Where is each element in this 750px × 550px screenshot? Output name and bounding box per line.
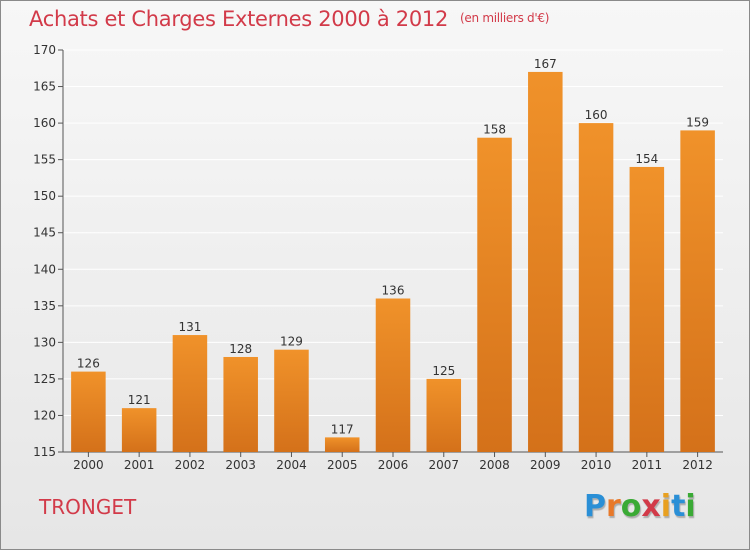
- bar-2003: [223, 356, 258, 452]
- unit-label: (en milliers d'€): [460, 11, 550, 25]
- x-tick-label-2011: 2011: [632, 458, 663, 472]
- bar-2008: [477, 137, 512, 452]
- bar-2000: [71, 371, 106, 452]
- value-label-2006: 136: [382, 284, 405, 298]
- value-label-2005: 117: [331, 422, 354, 436]
- x-tick-label-2002: 2002: [175, 458, 206, 472]
- chart-title: Achats et Charges Externes 2000 à 2012 (e…: [29, 7, 549, 31]
- bar-2011: [629, 166, 665, 453]
- x-tick-label-2009: 2009: [530, 458, 561, 472]
- logo-letter: i: [685, 489, 696, 524]
- x-tick-label-2008: 2008: [479, 458, 510, 472]
- value-label-2009: 167: [534, 57, 557, 71]
- x-tick-label-2010: 2010: [581, 458, 612, 472]
- y-tick-label: 155: [33, 153, 56, 167]
- x-tick-label-2012: 2012: [682, 458, 713, 472]
- bar-2005: [324, 437, 360, 452]
- x-tick-label-2005: 2005: [327, 458, 358, 472]
- y-tick-label: 120: [33, 408, 56, 422]
- value-label-2001: 121: [128, 393, 151, 407]
- y-tick-label: 130: [33, 335, 56, 349]
- x-tick-label-2006: 2006: [378, 458, 409, 472]
- bar-2007: [426, 378, 462, 452]
- y-tick-label: 145: [33, 226, 56, 240]
- logo-letter: i: [660, 489, 672, 524]
- x-tick-label-2000: 2000: [73, 458, 104, 472]
- commune-name: TRONGET: [39, 495, 137, 519]
- logo-letter: o: [620, 489, 642, 524]
- bar-2012: [680, 130, 715, 452]
- y-tick-label: 160: [33, 116, 56, 130]
- title-text: Achats et Charges Externes 2000 à 2012: [29, 7, 449, 31]
- y-tick-label: 135: [33, 299, 56, 313]
- y-tick-label: 170: [33, 43, 56, 57]
- bar-2009: [528, 71, 563, 452]
- value-label-2008: 158: [483, 123, 506, 137]
- proxiti-logo: Proxiti: [584, 489, 696, 524]
- y-tick-label: 165: [33, 80, 56, 94]
- value-label-2003: 128: [229, 342, 252, 356]
- y-tick-label: 140: [33, 262, 56, 276]
- x-tick-label-2001: 2001: [124, 458, 155, 472]
- bar-2001: [121, 408, 157, 452]
- bar-2002: [172, 335, 208, 452]
- value-label-2004: 129: [280, 335, 303, 349]
- value-label-2000: 126: [77, 357, 100, 371]
- logo-letter: x: [641, 489, 661, 524]
- bar-2010: [578, 123, 614, 452]
- y-tick-label: 150: [33, 189, 56, 203]
- value-label-2011: 154: [635, 152, 658, 166]
- value-label-2012: 159: [686, 115, 709, 129]
- y-tick-label: 115: [33, 445, 56, 459]
- bar-2004: [274, 349, 309, 452]
- bar-2006: [375, 298, 411, 452]
- value-label-2007: 125: [432, 364, 455, 378]
- logo-letter: r: [606, 489, 621, 524]
- value-label-2002: 131: [178, 320, 201, 334]
- logo-letter: t: [671, 489, 686, 524]
- x-tick-label-2007: 2007: [428, 458, 459, 472]
- x-tick-label-2004: 2004: [276, 458, 307, 472]
- x-tick-label-2003: 2003: [225, 458, 256, 472]
- y-tick-label: 125: [33, 372, 56, 386]
- value-label-2010: 160: [585, 108, 608, 122]
- logo-letter: P: [584, 489, 606, 524]
